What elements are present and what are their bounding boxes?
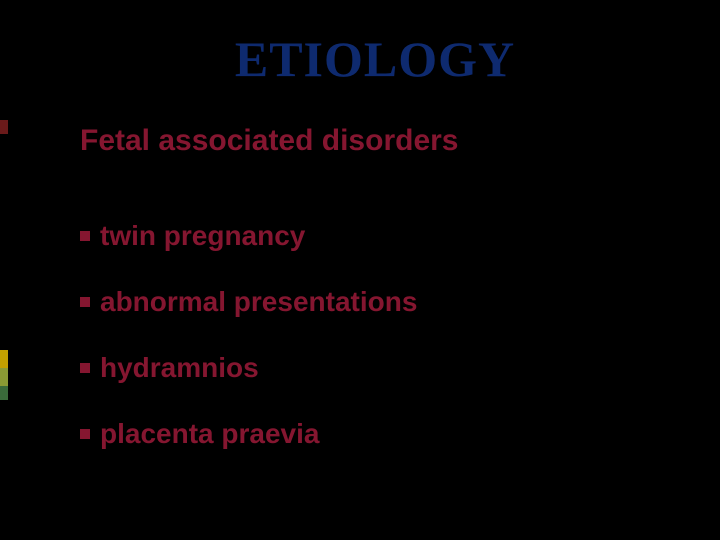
accent-bar <box>0 386 8 400</box>
accent-bar <box>0 120 8 134</box>
bullet-item: placenta praevia <box>80 418 670 450</box>
bullet-label: hydramnios <box>100 352 259 383</box>
bullet-item: hydramnios <box>80 352 670 384</box>
bullet-item: twin pregnancy <box>80 220 670 252</box>
slide-title: ETIOLOGY <box>80 30 670 88</box>
bullet-list: twin pregnancy abnormal presentations hy… <box>80 220 670 450</box>
bullet-label: placenta praevia <box>100 418 319 449</box>
bullet-label: abnormal presentations <box>100 286 417 317</box>
bullet-item: abnormal presentations <box>80 286 670 318</box>
slide: ETIOLOGY Fetal associated disorders twin… <box>0 0 720 540</box>
accent-bar <box>0 368 8 386</box>
accent-bar <box>0 350 8 368</box>
slide-subheading: Fetal associated disorders <box>80 124 670 158</box>
bullet-label: twin pregnancy <box>100 220 305 251</box>
